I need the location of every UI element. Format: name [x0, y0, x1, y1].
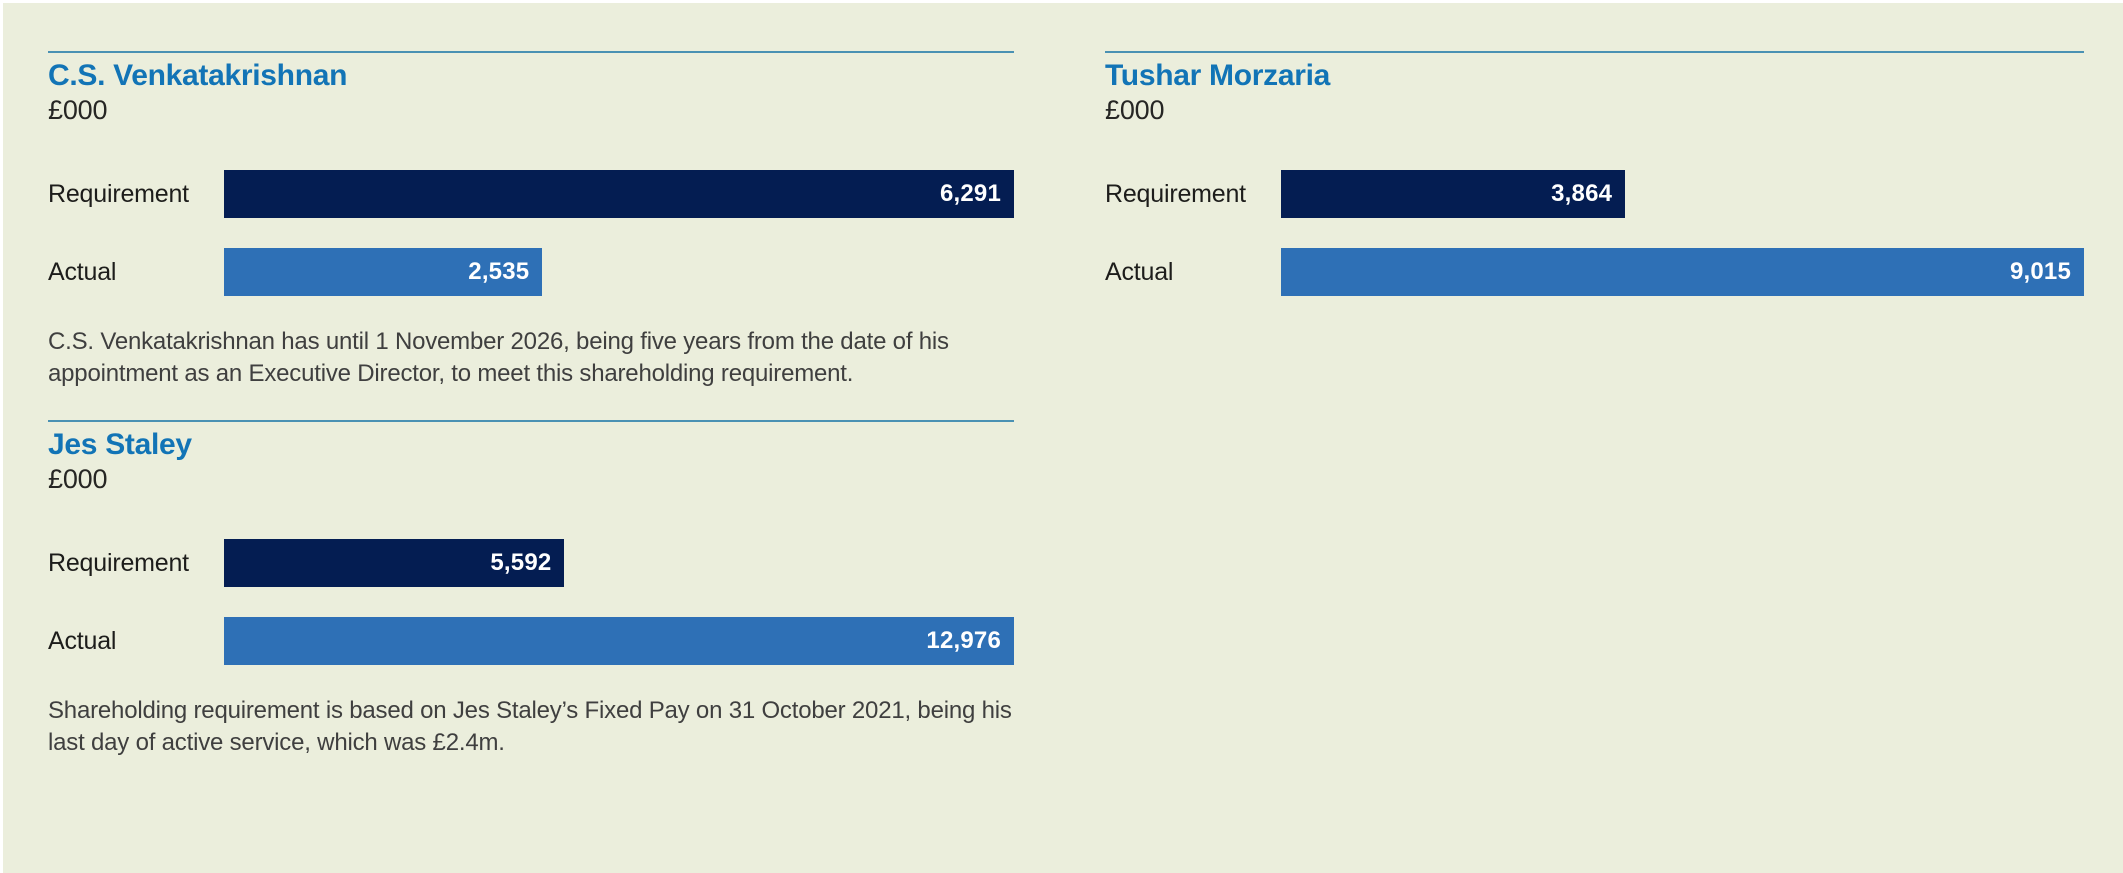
bar-rows: Requirement 5,592 Actual 12,976 [48, 539, 1014, 665]
actual-bar: 9,015 [1281, 248, 2084, 296]
bar-track: 5,592 [224, 539, 1014, 587]
left-column: C.S. Venkatakrishnan £000 Requirement 6,… [48, 51, 1014, 759]
actual-bar: 2,535 [224, 248, 543, 296]
chart-footnote: Shareholding requirement is based on Jes… [48, 697, 1012, 756]
bar-category-label: Actual [48, 257, 117, 286]
chart-section-venkatakrishnan: C.S. Venkatakrishnan £000 Requirement 6,… [48, 51, 1014, 390]
bar-category-label: Requirement [48, 179, 189, 208]
bar-row-requirement: Requirement 3,864 [1105, 170, 2084, 218]
bar-value-label: 9,015 [2009, 258, 2071, 285]
chart-section-morzaria: Tushar Morzaria £000 Requirement 3,864 A… [1105, 51, 2084, 296]
bar-category-label: Requirement [48, 548, 189, 577]
requirement-bar: 6,291 [224, 170, 1014, 218]
chart-title: Tushar Morzaria [1105, 59, 1330, 92]
shareholding-figure: C.S. Venkatakrishnan £000 Requirement 6,… [3, 3, 2123, 873]
bar-value-label: 2,535 [468, 258, 530, 285]
bar-category-label: Requirement [1105, 179, 1246, 208]
chart-unit-label: £000 [48, 95, 108, 125]
chart-section-staley: Jes Staley £000 Requirement 5,592 Actual [48, 420, 1014, 759]
bar-row-actual: Actual 12,976 [48, 617, 1014, 665]
bar-category-label: Actual [48, 626, 117, 655]
bar-value-label: 5,592 [490, 549, 552, 576]
bar-category-label: Actual [1105, 257, 1174, 286]
bar-row-actual: Actual 2,535 [48, 248, 1014, 296]
chart-unit-label: £000 [48, 464, 108, 494]
chart-footnote: C.S. Venkatakrishnan has until 1 Novembe… [48, 328, 949, 387]
bar-row-requirement: Requirement 5,592 [48, 539, 1014, 587]
bar-rows: Requirement 3,864 Actual 9,015 [1105, 170, 2084, 296]
bar-track: 2,535 [224, 248, 1014, 296]
bar-rows: Requirement 6,291 Actual 2,535 [48, 170, 1014, 296]
bar-track: 3,864 [1281, 170, 2084, 218]
bar-value-label: 12,976 [926, 627, 1001, 654]
chart-title: Jes Staley [48, 428, 192, 461]
bar-value-label: 3,864 [1551, 180, 1613, 207]
bar-track: 6,291 [224, 170, 1014, 218]
figure-columns: C.S. Venkatakrishnan £000 Requirement 6,… [3, 3, 2123, 759]
right-column: Tushar Morzaria £000 Requirement 3,864 A… [1105, 51, 2084, 326]
bar-row-requirement: Requirement 6,291 [48, 170, 1014, 218]
chart-title: C.S. Venkatakrishnan [48, 59, 348, 92]
bar-value-label: 6,291 [939, 180, 1001, 207]
bar-row-actual: Actual 9,015 [1105, 248, 2084, 296]
chart-unit-label: £000 [1105, 95, 1165, 125]
requirement-bar: 3,864 [1281, 170, 1626, 218]
requirement-bar: 5,592 [224, 539, 565, 587]
bar-track: 9,015 [1281, 248, 2084, 296]
bar-track: 12,976 [224, 617, 1014, 665]
actual-bar: 12,976 [224, 617, 1014, 665]
